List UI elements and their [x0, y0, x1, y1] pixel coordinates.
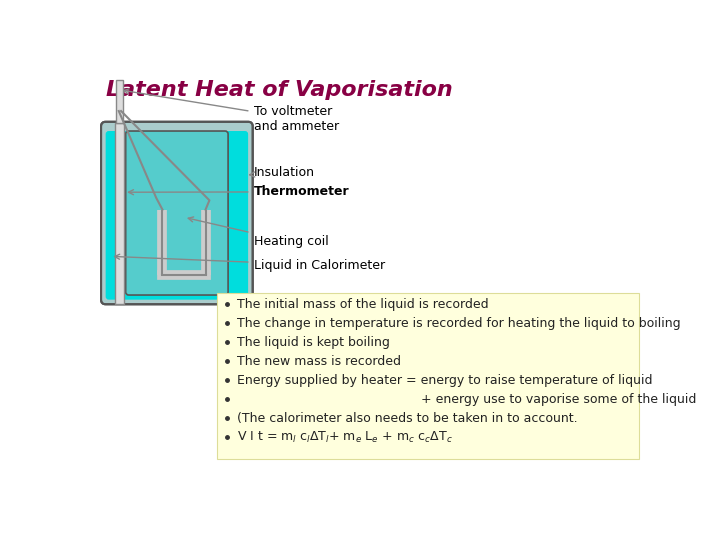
Text: The liquid is kept boiling: The liquid is kept boiling	[237, 336, 390, 349]
Text: The new mass is recorded: The new mass is recorded	[237, 355, 400, 368]
Text: Liquid in Calorimeter: Liquid in Calorimeter	[114, 254, 384, 272]
Text: + energy use to vaporise some of the liquid: + energy use to vaporise some of the liq…	[237, 393, 696, 406]
Text: Heating coil: Heating coil	[188, 217, 328, 248]
Bar	[117, 80, 122, 123]
FancyBboxPatch shape	[101, 122, 253, 304]
Bar	[115, 123, 124, 303]
FancyBboxPatch shape	[106, 131, 248, 300]
Text: The initial mass of the liquid is recorded: The initial mass of the liquid is record…	[237, 298, 488, 310]
FancyBboxPatch shape	[217, 294, 639, 459]
Text: Insulation: Insulation	[250, 166, 315, 179]
Text: (The calorimeter also needs to be taken in to account.: (The calorimeter also needs to be taken …	[237, 411, 577, 424]
Text: Energy supplied by heater = energy to raise temperature of liquid: Energy supplied by heater = energy to ra…	[237, 374, 652, 387]
Text: V I t = m$_l$ c$_l$$\Delta$T$_l$+ m$_e$ L$_e$ + m$_c$ c$_c$$\Delta$T$_c$: V I t = m$_l$ c$_l$$\Delta$T$_l$+ m$_e$ …	[237, 429, 452, 444]
Text: The change in temperature is recorded for heating the liquid to boiling: The change in temperature is recorded fo…	[237, 317, 680, 330]
Text: To voltmeter
and ammeter: To voltmeter and ammeter	[124, 89, 338, 133]
Text: Latent Heat of Vaporisation: Latent Heat of Vaporisation	[106, 80, 452, 100]
Text: Thermometer: Thermometer	[128, 185, 349, 198]
FancyBboxPatch shape	[126, 131, 228, 295]
